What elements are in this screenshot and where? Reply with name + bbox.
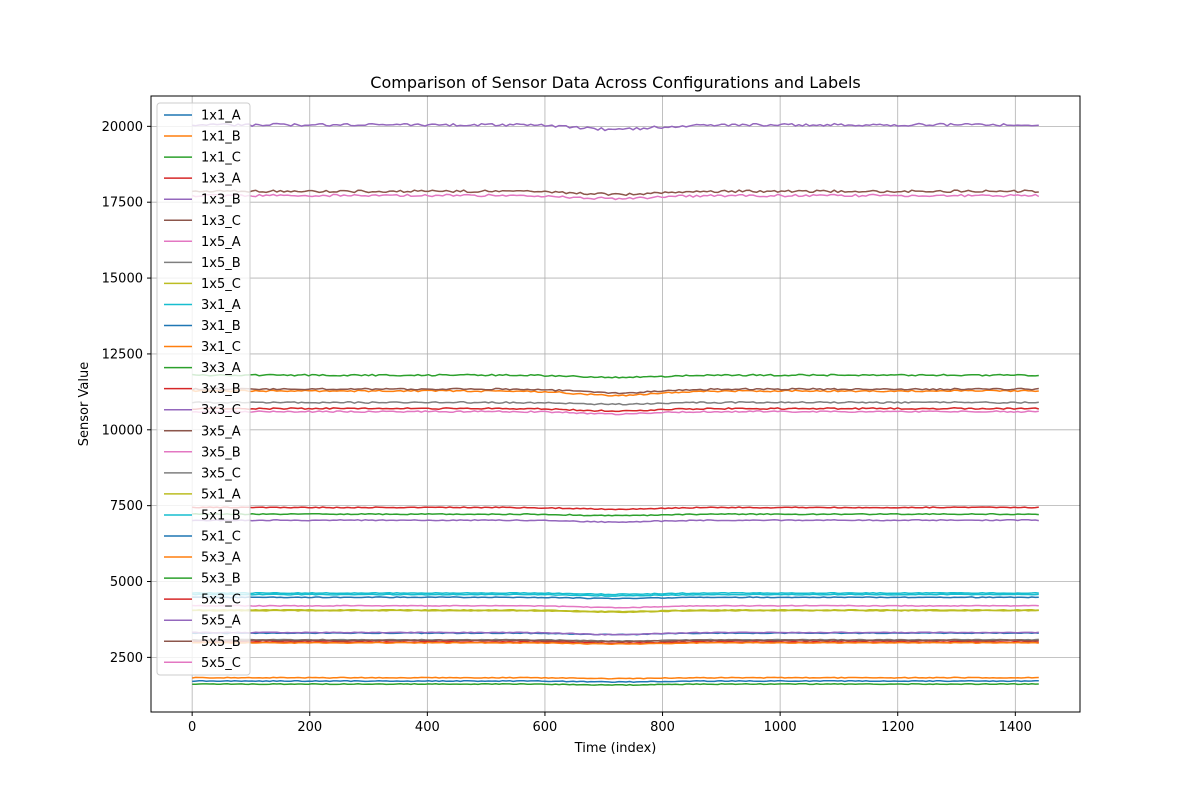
legend-label: 5x1_C (201, 530, 241, 545)
series-line-1x3_B (192, 122, 1039, 132)
series-line-3x3_B (192, 407, 1040, 413)
legend-label: 3x5_A (201, 424, 241, 439)
chart-title: Comparison of Sensor Data Across Configu… (370, 73, 860, 92)
y-tick-label: 15000 (102, 272, 143, 287)
series-line-5x1_B (192, 591, 1039, 596)
x-tick-label: 0 (188, 720, 196, 735)
legend-label: 1x3_B (201, 193, 241, 208)
series-line-3x3_A (192, 373, 1039, 379)
x-tick-label: 1200 (881, 720, 914, 735)
series-line-5x3_B (192, 512, 1039, 517)
x-tick-label: 200 (297, 720, 322, 735)
legend-label: 1x5_C (201, 277, 241, 292)
series-line-1x1_A (192, 679, 1039, 683)
legend-label: 1x3_C (201, 214, 241, 229)
series-line-1x1_C (192, 682, 1039, 687)
y-tick-label: 20000 (102, 120, 143, 135)
y-tick-label: 10000 (102, 423, 143, 438)
legend-label: 1x5_A (201, 235, 241, 250)
series-line-1x3_C (192, 189, 1039, 197)
legend-label: 1x5_B (201, 256, 241, 271)
series-line-3x5_C (192, 401, 1039, 406)
x-tick-label: 1000 (764, 720, 797, 735)
series-line-5x5_C (192, 604, 1039, 609)
y-tick-label: 7500 (110, 499, 143, 514)
series-line-1x5_A (191, 193, 1040, 201)
legend-label: 5x3_B (201, 572, 241, 587)
plot-frame (150, 95, 1081, 713)
series-lines (191, 122, 1040, 687)
series-line-5x3_C (192, 506, 1039, 511)
legend-label: 5x5_B (201, 635, 241, 650)
legend-label: 1x3_A (201, 172, 241, 187)
x-axis-label: Time (index) (574, 741, 657, 756)
legend-label: 5x1_A (201, 487, 241, 502)
y-tick-label: 17500 (102, 196, 143, 211)
legend-label: 5x1_B (201, 508, 241, 523)
legend-box (156, 102, 251, 676)
y-tick-label: 5000 (110, 575, 143, 590)
series-line-1x1_B (192, 676, 1039, 680)
series-line-5x5_A (192, 631, 1039, 636)
legend-label: 3x3_A (201, 361, 241, 376)
legend-label: 3x5_B (201, 445, 241, 460)
legend-label: 1x1_C (201, 151, 241, 166)
series-line-3x5_A (191, 387, 1039, 395)
legend-label: 3x5_C (201, 466, 241, 481)
y-tick-label: 12500 (102, 347, 143, 362)
legend-label: 5x5_A (201, 614, 241, 629)
legend-label: 1x1_B (201, 130, 241, 145)
x-tick-label: 800 (650, 720, 675, 735)
x-axis-ticks: 0 200 400 600 800 1000 1200 1400 (188, 712, 1032, 735)
x-tick-label: 400 (415, 720, 440, 735)
legend-label: 5x3_A (201, 551, 241, 566)
legend-label: 3x1_C (201, 340, 241, 355)
legend-label: 1x1_A (201, 109, 241, 124)
y-axis-label: Sensor Value (77, 362, 92, 446)
legend-label: 3x3_B (201, 382, 241, 397)
legend-label: 5x3_C (201, 593, 241, 608)
legend-label: 3x1_B (201, 319, 241, 334)
legend-label: 3x3_C (201, 403, 241, 418)
series-line-3x3_C (192, 519, 1039, 524)
series-line-5x5_B (192, 639, 1039, 643)
y-axis-ticks: 2500 5000 7500 10000 12500 15000 17500 20000 (102, 120, 151, 666)
series-line-5x1_A (192, 608, 1039, 613)
y-tick-label: 2500 (110, 651, 143, 666)
grid (151, 96, 1080, 712)
series-line-5x3_A (192, 641, 1039, 645)
legend: 1x1_A 1x1_B 1x1_C 1x3_A 1x3_B 1x3_C 1x5_A 1x5_B… (156, 102, 251, 676)
x-tick-label: 1400 (999, 720, 1032, 735)
series-line-3x1_A (192, 593, 1039, 597)
series-line-3x1_B (192, 596, 1039, 600)
legend-label: 3x1_A (201, 298, 241, 313)
x-tick-label: 600 (533, 720, 558, 735)
legend-label: 5x5_C (201, 656, 241, 671)
series-line-3x1_C (191, 389, 1039, 397)
series-line-3x5_B (192, 410, 1039, 416)
